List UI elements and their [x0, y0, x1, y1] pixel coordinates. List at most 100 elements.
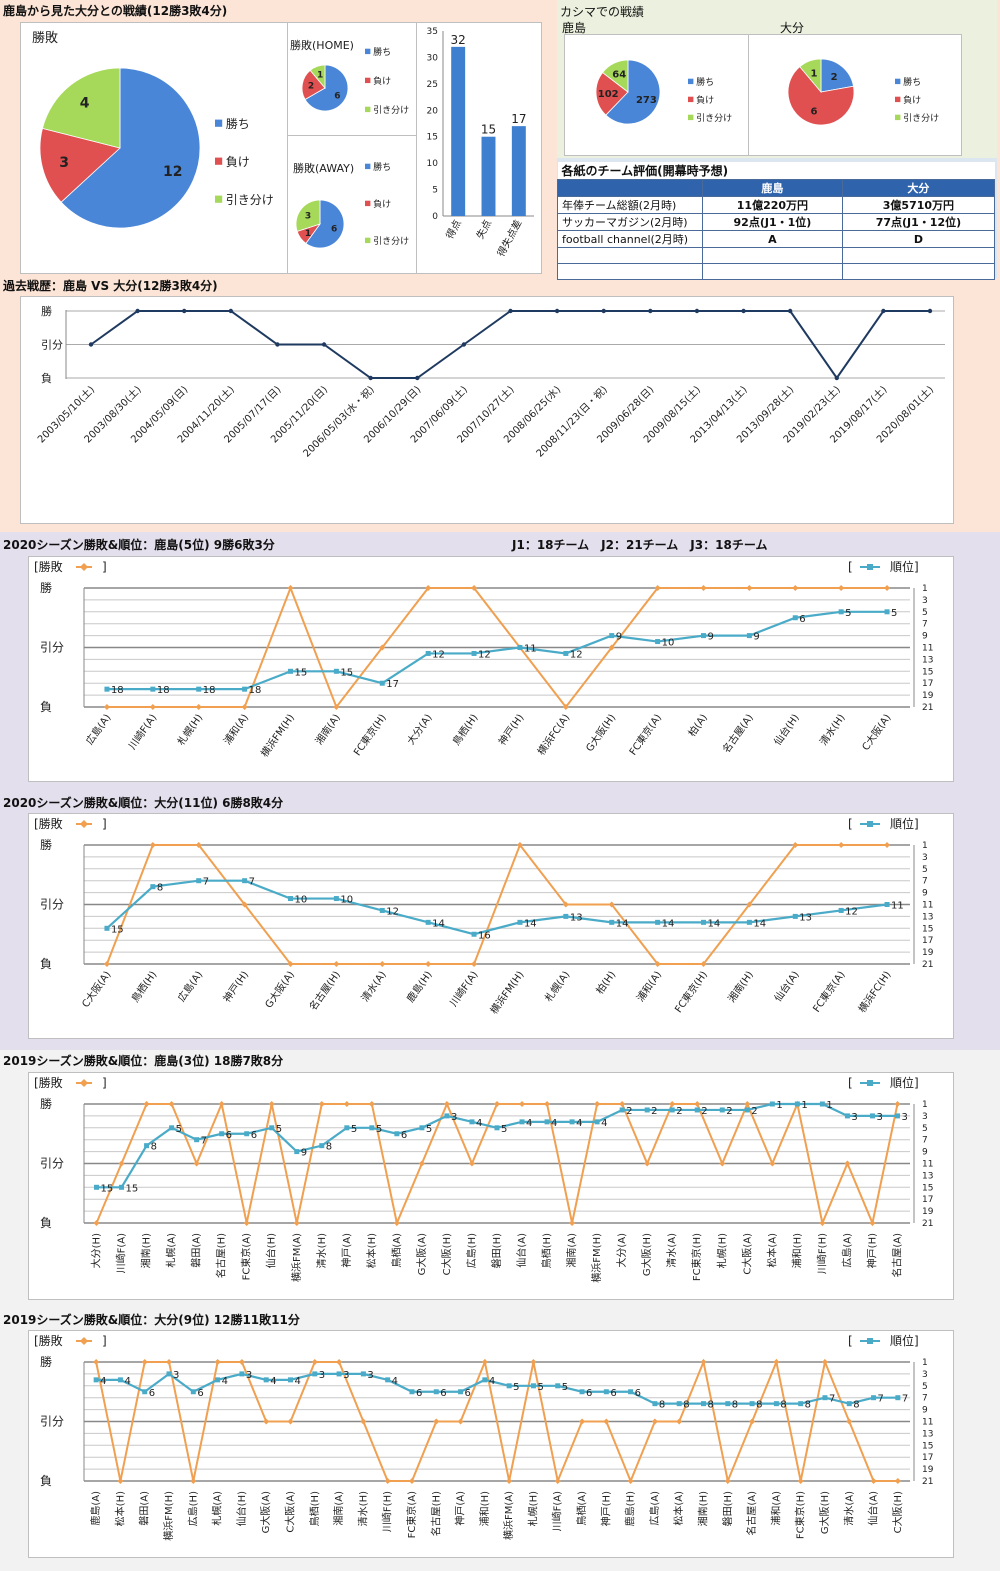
s1-xlabel-2: 札幌(H)	[174, 711, 205, 747]
s3-result-point-11	[368, 1101, 375, 1107]
s3-result-point-22	[644, 1160, 651, 1167]
home-pie-legend-swatch-0	[365, 48, 371, 55]
s4-result-point-0	[93, 1359, 100, 1365]
s4-xlabel-25: 湘南(H)	[697, 1491, 710, 1526]
kashima-record-label-oita: 大分	[780, 21, 805, 35]
s4-xlabel-20: 鳥栖(A)	[575, 1491, 588, 1526]
kashima-pie-label-2: 64	[612, 70, 626, 81]
s3-rank-label-29: 1	[826, 1100, 832, 1111]
s3-rank-label-15: 4	[476, 1118, 482, 1129]
s3-result-point-6	[243, 1220, 250, 1226]
s4-result-point-8	[287, 1418, 294, 1425]
s3-rank-point-9	[319, 1143, 325, 1149]
s4-rank-tick-6: 13	[922, 1429, 933, 1439]
s4-rank-label-26: 8	[732, 1400, 738, 1411]
s4-rank-tick-1: 3	[922, 1370, 928, 1380]
s4-xlabel-22: 鹿島(H)	[624, 1491, 637, 1526]
s4-result-point-3	[166, 1359, 173, 1365]
oita-pie-legend-text-1: 負け	[903, 94, 921, 106]
s2-rank-tick-2: 5	[922, 865, 928, 875]
s1-rank-label-5: 15	[340, 667, 353, 678]
s3-xlabel-4: 磐田(A)	[190, 1233, 203, 1268]
s4-xlabel-15: 神戸(A)	[454, 1491, 467, 1526]
s3-panel	[28, 1072, 954, 1300]
s2-rank-label-15: 13	[799, 912, 812, 923]
s2-xlabel-9: 横浜FM(H)	[487, 968, 526, 1016]
s4-rank-tick-9: 19	[922, 1465, 934, 1475]
history-point-14	[741, 308, 746, 314]
s3-rank-label-9: 8	[326, 1142, 332, 1153]
history-point-17	[881, 308, 886, 314]
s1-rank-tick-7: 15	[922, 667, 933, 677]
main-pie-legend-swatch-1	[215, 157, 223, 165]
s3-xlabel-31: 神戸(H)	[865, 1233, 878, 1268]
s3-xlabel-16: 磐田(H)	[490, 1233, 503, 1268]
s1-rank-label-8: 12	[478, 649, 491, 660]
s3-rank-label-2: 8	[151, 1142, 157, 1153]
s1-rank-tick-5: 11	[922, 644, 933, 654]
s3-rank-label-3: 5	[176, 1124, 182, 1135]
kashima-pie-slice-0	[605, 59, 661, 125]
s3-rank-point-14	[444, 1113, 450, 1119]
s3-xlabel-3: 札幌(A)	[165, 1233, 178, 1268]
s4-rank-point-5	[215, 1377, 221, 1383]
bar-value-label-1: 15	[481, 123, 496, 137]
away-pie-legend-text-2: 引き分け	[373, 236, 409, 247]
s4-legend-left-marker	[80, 1337, 88, 1345]
kashima-record-label-kashima: 鹿島	[562, 21, 587, 35]
s4-xlabel-14: 名古屋(H)	[429, 1491, 442, 1536]
eval-row-fc-oita: D	[841, 230, 996, 248]
s2-rank-label-1: 8	[157, 883, 163, 894]
history-point-12	[648, 308, 653, 314]
s3-rank-point-23	[669, 1107, 675, 1113]
s4-rank-label-32: 7	[878, 1394, 884, 1405]
s3-rank-label-8: 9	[301, 1148, 307, 1159]
bar-0	[451, 46, 466, 216]
s2-rank-tick-7: 15	[922, 924, 933, 934]
s4-xlabel-23: 広島(A)	[648, 1491, 661, 1526]
s2-legend-right: [	[848, 817, 853, 831]
s4-ylabel-0: 負	[40, 1474, 52, 1488]
s1-rank-label-6: 17	[386, 679, 399, 690]
s1-rank-label-1: 18	[157, 685, 170, 696]
s4-xlabel-33: C大阪(H)	[891, 1491, 904, 1533]
s3-legend-left: [勝敗	[34, 1075, 63, 1090]
s2-rank-point-11	[609, 919, 615, 925]
eval-row-salary-label: 年俸チーム総額(2月時)	[557, 196, 703, 214]
s4-xlabel-21: 神戸(H)	[599, 1491, 612, 1526]
s2-rank-point-14	[746, 919, 752, 925]
s2-ylabel-2: 勝	[40, 837, 52, 852]
s4-rank-point-4	[190, 1389, 196, 1395]
s3-rank-label-19: 4	[576, 1118, 582, 1129]
s4-rank-point-8	[288, 1377, 293, 1383]
s3-xlabel-29: 川崎F(H)	[815, 1233, 828, 1274]
s4-rank-label-9: 3	[319, 1370, 325, 1381]
s1-xlabel-7: 大分(A)	[404, 711, 435, 747]
s3-result-point-31	[869, 1220, 876, 1226]
s2-xlabel-15: 仙台(A)	[771, 968, 802, 1004]
s3-xlabel-9: 清水(H)	[315, 1233, 328, 1268]
kashima-pie-legend-swatch-2	[688, 114, 694, 121]
history-point-9	[508, 308, 513, 314]
s4-xlabel-10: 湘南(A)	[332, 1491, 345, 1526]
s1-rank-point-17	[884, 609, 890, 615]
s4-xlabel-13: FC東京(A)	[405, 1491, 418, 1538]
s3-xlabel-20: 横浜FM(H)	[590, 1233, 603, 1283]
s2-xlabel-13: FC東京(H)	[672, 968, 710, 1015]
s4-result-point-6	[238, 1359, 245, 1365]
s4-rank-point-33	[895, 1395, 901, 1401]
s3-rank-tick-1: 3	[922, 1112, 928, 1122]
away-pie-legend-text-0: 勝ち	[373, 161, 391, 173]
s2-rank-label-6: 12	[386, 906, 399, 917]
s3-xlabel-8: 横浜FM(A)	[290, 1233, 303, 1282]
s4-rank-label-16: 4	[489, 1376, 495, 1387]
s4-rank-tick-10: 21	[922, 1477, 933, 1487]
eval-row-empty-2-label	[557, 263, 703, 280]
s3-result-point-20	[594, 1101, 601, 1107]
s3-result-point-29	[819, 1220, 826, 1226]
history-point-10	[554, 308, 560, 314]
main-pie-slice-0	[60, 67, 201, 229]
away-pie-legend-swatch-2	[365, 237, 371, 244]
